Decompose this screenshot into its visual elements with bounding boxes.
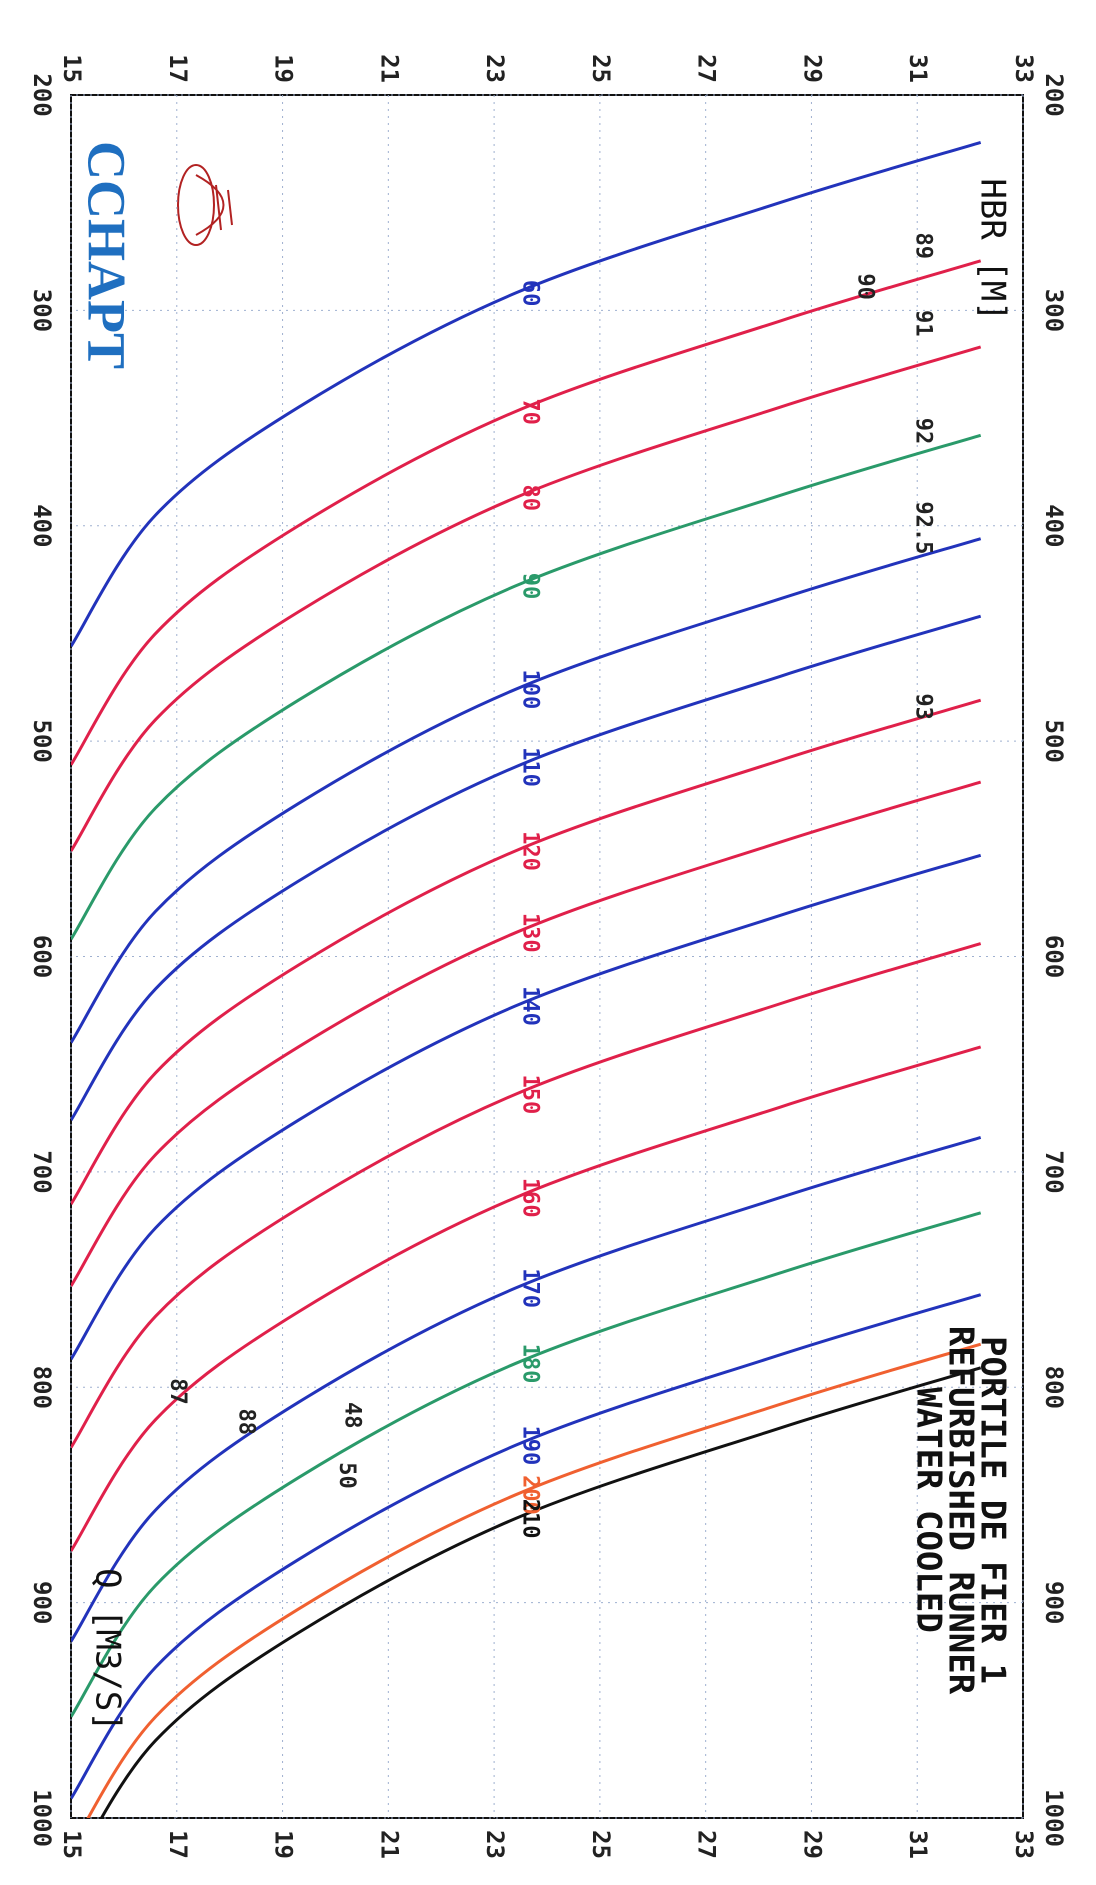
curve [71,259,982,766]
x-tick-label: 400 [1040,504,1068,547]
x-tick-label: 300 [1040,289,1068,332]
x-tick-label: 900 [1040,1581,1068,1624]
curve-label: 210 [517,1499,542,1539]
y-tick-label: 23 [481,1830,509,1859]
annotation: 88 [234,1408,259,1435]
curve-label: 180 [517,1344,542,1384]
x-tick-label: 300 [28,289,56,332]
curve [71,140,982,648]
curve-label: 130 [517,913,542,953]
y-tick-label: 21 [375,1830,403,1859]
curve-label: 110 [517,747,542,787]
x-tick-label: 600 [28,935,56,978]
x-tick-label: 400 [28,504,56,547]
x-tick-label: 700 [28,1150,56,1193]
curve [71,853,982,1361]
y-tick-label: 31 [904,1830,932,1859]
x-tick-label: 1000 [1040,1789,1068,1847]
curve-label: 100 [517,670,542,710]
x-tick-label: 200 [28,73,56,116]
y-tick-label: 29 [798,1830,826,1859]
curve [71,537,982,1044]
annotation: 93 [911,693,936,720]
curve-label: 140 [517,986,542,1026]
curves [71,140,982,1818]
y-tick-label: 19 [270,1830,298,1859]
y-tick-label: 27 [693,1830,721,1859]
annotation: 89 [911,233,936,260]
y-tick-label: 15 [58,54,86,83]
curve-label: 170 [517,1268,542,1308]
curve-label: 160 [517,1178,542,1218]
y-tick-label: 17 [164,54,192,83]
curve-label: 90 [517,573,542,600]
curve [71,1135,982,1643]
chart-title: WATER COOLED [909,1387,949,1633]
x-tick-label: 900 [28,1581,56,1624]
y-tick-label: 19 [270,54,298,83]
y-tick-label: 25 [587,54,615,83]
curve [71,1045,982,1552]
y-tick-label: 29 [798,54,826,83]
curve [71,1366,982,1818]
annotation: 90 [852,273,877,300]
curve [71,780,982,1287]
y-tick-label: 17 [164,1830,192,1859]
curve-label: 200 [517,1475,542,1515]
logo-hat [177,164,233,246]
y-tick-label: 15 [58,1830,86,1859]
curve [71,345,982,852]
curve-label: 60 [517,280,542,307]
curve [71,1342,982,1818]
logo: CCHAPT [77,141,137,369]
curve-label: 120 [517,831,542,871]
annotation: 91 [911,310,936,337]
y-tick-label: 33 [1010,1830,1038,1859]
chart-title: REFURBISHED RUNNER [941,1326,981,1695]
annotation: 92.5 [911,501,936,554]
x-axis-label: Q [M3/S] [88,1568,128,1732]
x-tick-label: 800 [28,1366,56,1409]
curve [71,1211,982,1718]
annotation: 48 [339,1402,364,1429]
x-tick-label: 500 [28,719,56,762]
x-tick-label: 200 [1040,73,1068,116]
curve [71,1293,982,1800]
curve [71,942,982,1449]
x-tick-label: 700 [1040,1150,1068,1193]
y-tick-label: 25 [587,1830,615,1859]
y-tick-label: 33 [1010,54,1038,83]
y-tick-label: 23 [481,54,509,83]
curve [71,698,982,1205]
curve-label: 150 [517,1074,542,1114]
annotation: 50 [334,1462,359,1489]
curve [71,614,982,1122]
x-tick-label: 800 [1040,1366,1068,1409]
rotated-chart: 200 200 300 300 400 400 500 500 600 600 700 700 800 8… [28,54,1068,1859]
annotation: 92 [911,418,936,445]
y-tick-label: 27 [693,54,721,83]
x-tick-label: 500 [1040,719,1068,762]
curve [71,433,982,941]
x-tick-label: 1000 [28,1789,56,1847]
y-axis-label: HBR [M] [973,178,1013,321]
curve-label: 190 [517,1426,542,1466]
y-tick-label: 21 [375,54,403,83]
curve-label: 80 [517,485,542,512]
x-tick-label: 600 [1040,935,1068,978]
y-tick-label: 31 [904,54,932,83]
annotation: 87 [165,1378,190,1405]
curve-label: 70 [517,398,542,425]
chart-title: PORTILE DE FIER 1 [973,1336,1013,1684]
